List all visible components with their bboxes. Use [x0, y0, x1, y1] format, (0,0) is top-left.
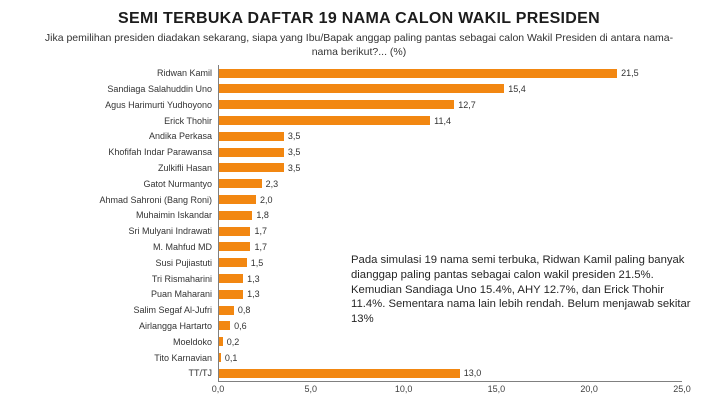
annotation-text: Pada simulasi 19 nama semi terbuka, Ridw… [351, 254, 691, 325]
category-label: Sri Mulyani Indrawati [128, 226, 212, 237]
bar [219, 163, 284, 173]
bar-row: 2,3 [219, 176, 682, 192]
bar-chart: Ridwan Kamil Sandiaga Salahuddin Uno Agus … [6, 65, 691, 397]
x-axis-ticks: 0,0 5,0 10,0 15,0 20,0 25,0 [212, 382, 691, 397]
value-label: 0,1 [224, 352, 238, 363]
bar [219, 68, 618, 78]
bar-row: 3,5 [219, 160, 682, 176]
value-label: 3,5 [287, 131, 301, 142]
chart-title: SEMI TERBUKA DAFTAR 19 NAMA CALON WAKIL … [118, 10, 600, 27]
bar-row: 0,6 [219, 318, 682, 334]
value-label: 0,6 [234, 320, 247, 331]
category-label: TT/TJ [188, 368, 213, 379]
category-label: Zulkifli Hasan [157, 162, 212, 173]
bar-row: 0,2 [219, 334, 682, 350]
bar [219, 147, 284, 157]
bar-row: 1,5 [219, 255, 682, 271]
bar [219, 116, 431, 126]
x-tick-label: 15,0 [487, 384, 506, 395]
category-label: Moeldoko [172, 336, 212, 347]
bar [219, 337, 223, 347]
bar-row: 12,7 [219, 97, 682, 113]
bar-row: 2,0 [219, 192, 682, 208]
category-label: Erick Thohir [164, 115, 212, 126]
x-tick-label: 5,0 [304, 384, 318, 395]
value-label: 12,7 [458, 99, 476, 110]
category-label: Andika Perkasa [148, 131, 212, 142]
bar [219, 258, 247, 268]
chart-subtitle: Jika pemilihan presiden diadakan sekaran… [44, 32, 674, 58]
value-label: 0,8 [237, 305, 251, 316]
x-tick-label: 25,0 [673, 384, 691, 395]
bar [219, 195, 257, 205]
category-label: Tri Rismaharini [151, 273, 212, 284]
category-label: Airlangga Hartarto [138, 320, 212, 331]
bar-row: 3,5 [219, 128, 682, 144]
bar [219, 321, 231, 331]
bar-row: 1,7 [219, 239, 682, 255]
value-label: 1,3 [247, 289, 260, 300]
value-label: 3,5 [287, 162, 301, 173]
category-label: Gatot Nurmantyo [143, 178, 212, 189]
value-label: 1,8 [256, 210, 269, 221]
bar-row: 21,5 [219, 65, 682, 81]
bar [219, 289, 244, 299]
value-label: 0,2 [226, 336, 240, 347]
value-label: 13,0 [463, 368, 482, 379]
bar [219, 226, 251, 236]
bar [219, 368, 460, 378]
bar-row: 0,1 [219, 350, 682, 366]
value-label: 1,7 [254, 226, 267, 237]
x-tick-label: 20,0 [580, 384, 598, 395]
bar [219, 274, 244, 284]
bar-row: 1,8 [219, 207, 682, 223]
value-label: 2,3 [265, 178, 279, 189]
bar [219, 179, 262, 189]
category-label: Susi Pujiastuti [155, 257, 212, 268]
bar [219, 84, 505, 94]
value-label: 2,0 [260, 194, 273, 205]
category-label: Ridwan Kamil [156, 68, 212, 79]
bar-row: 13,0 [219, 365, 682, 381]
category-label: Muhaimin Iskandar [135, 210, 212, 221]
bar [219, 210, 253, 220]
value-label: 1,3 [247, 273, 260, 284]
bar-row: 15,4 [219, 81, 682, 97]
bar-row: 1,3 [219, 271, 682, 287]
bar-row: 0,8 [219, 302, 682, 318]
bar [219, 100, 455, 110]
category-label: Tito Karnavian [154, 352, 212, 363]
value-label: 11,4 [434, 115, 451, 126]
bar [219, 131, 284, 141]
category-label: Puan Maharani [150, 289, 212, 300]
category-label: Agus Harimurti Yudhoyono [105, 99, 212, 110]
category-label: Ahmad Sahroni (Bang Roni) [99, 194, 212, 205]
plot-area: Pada simulasi 19 nama semi terbuka, Ridw… [218, 65, 691, 383]
bar [219, 305, 234, 315]
value-label: 1,7 [254, 241, 267, 252]
bar-row: 1,3 [219, 286, 682, 302]
value-label: 1,5 [250, 257, 264, 268]
category-label: Khofifah Indar Parawansa [108, 147, 212, 158]
value-label: 15,4 [508, 83, 526, 94]
category-label: Sandiaga Salahuddin Uno [107, 83, 212, 94]
value-label: 21,5 [621, 68, 639, 79]
bar-row: 3,5 [219, 144, 682, 160]
bar-row: 1,7 [219, 223, 682, 239]
x-tick-label: 0,0 [211, 384, 225, 395]
value-label: 3,5 [287, 147, 301, 158]
category-label: Salim Segaf Al-Jufri [133, 305, 212, 316]
x-tick-label: 10,0 [394, 384, 413, 395]
category-label: M. Mahfud MD [152, 241, 212, 252]
category-labels: Ridwan Kamil Sandiaga Salahuddin Uno Agus … [6, 65, 218, 382]
bar [219, 242, 251, 252]
bar [219, 353, 221, 363]
bar-row: 11,4 [219, 113, 682, 129]
